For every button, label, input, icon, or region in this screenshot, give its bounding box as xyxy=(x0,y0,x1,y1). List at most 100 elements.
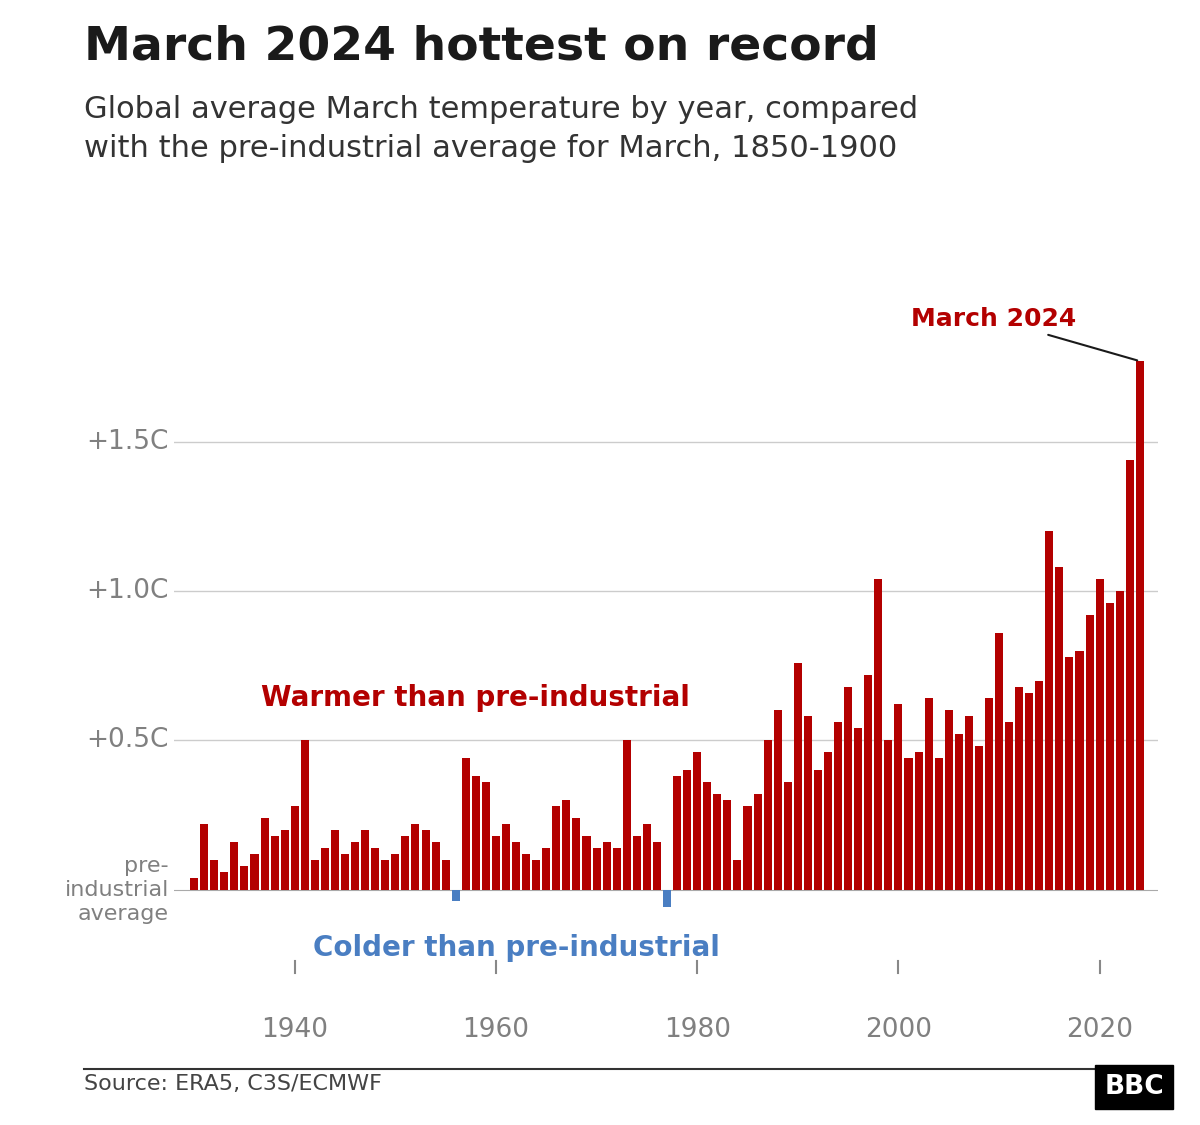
Bar xyxy=(924,699,932,890)
Bar xyxy=(451,890,460,901)
Bar xyxy=(1006,722,1013,890)
Bar xyxy=(854,728,862,890)
Bar xyxy=(955,735,962,890)
Bar xyxy=(1126,460,1134,890)
Text: March 2024 hottest on record: March 2024 hottest on record xyxy=(84,25,878,70)
Bar xyxy=(623,740,631,890)
Bar xyxy=(602,842,611,890)
Bar xyxy=(643,824,650,890)
Text: +1.0C: +1.0C xyxy=(86,578,169,604)
Text: March 2024: March 2024 xyxy=(911,307,1138,360)
Bar xyxy=(683,771,691,890)
Bar xyxy=(361,830,370,890)
Bar xyxy=(190,878,198,890)
Text: Colder than pre-industrial: Colder than pre-industrial xyxy=(313,934,720,962)
Bar xyxy=(653,842,661,890)
Bar xyxy=(502,824,510,890)
Bar xyxy=(572,818,581,890)
Bar xyxy=(694,753,701,890)
Bar xyxy=(492,836,500,890)
Bar xyxy=(834,722,842,890)
Text: Source: ERA5, C3S/ECMWF: Source: ERA5, C3S/ECMWF xyxy=(84,1074,382,1095)
Bar xyxy=(1086,615,1093,890)
Bar xyxy=(311,860,319,890)
Bar xyxy=(1116,591,1123,890)
Bar xyxy=(995,632,1003,890)
Bar xyxy=(200,824,209,890)
Bar xyxy=(552,806,560,890)
Bar xyxy=(1045,531,1054,890)
Bar xyxy=(613,848,620,890)
Bar xyxy=(341,854,349,890)
Bar xyxy=(864,675,872,890)
Text: +1.5C: +1.5C xyxy=(86,429,169,454)
Bar xyxy=(985,699,992,890)
Bar xyxy=(382,860,389,890)
Bar xyxy=(894,704,902,890)
Bar xyxy=(582,836,590,890)
Bar xyxy=(391,854,400,890)
Bar xyxy=(804,717,812,890)
Bar xyxy=(774,710,781,890)
Bar xyxy=(713,794,721,890)
Bar xyxy=(281,830,289,890)
Bar xyxy=(662,890,671,908)
Bar xyxy=(814,771,822,890)
Bar xyxy=(331,830,340,890)
Bar xyxy=(884,740,893,890)
Bar xyxy=(290,806,299,890)
Bar xyxy=(733,860,742,890)
Bar xyxy=(1096,579,1104,890)
Bar xyxy=(512,842,520,890)
Text: pre-
industrial
average: pre- industrial average xyxy=(65,855,169,924)
Bar xyxy=(673,776,682,890)
Bar xyxy=(240,865,248,890)
Bar xyxy=(482,782,490,890)
Bar xyxy=(522,854,530,890)
Bar xyxy=(563,800,570,890)
Bar xyxy=(632,836,641,890)
Bar xyxy=(724,800,731,890)
Bar xyxy=(1066,657,1074,890)
Bar xyxy=(210,860,218,890)
Bar xyxy=(844,686,852,890)
Bar xyxy=(1136,361,1144,890)
Bar xyxy=(944,710,953,890)
Bar xyxy=(371,848,379,890)
Bar xyxy=(251,854,258,890)
Bar xyxy=(875,579,882,890)
Bar xyxy=(352,842,359,890)
Bar xyxy=(965,717,973,890)
Bar xyxy=(442,860,450,890)
Bar xyxy=(421,830,430,890)
Bar xyxy=(472,776,480,890)
Bar xyxy=(905,758,912,890)
Text: Global average March temperature by year, compared
with the pre-industrial avera: Global average March temperature by year… xyxy=(84,94,918,163)
Text: +0.5C: +0.5C xyxy=(86,727,169,754)
Bar xyxy=(401,836,409,890)
Bar xyxy=(1036,681,1043,890)
Bar xyxy=(824,753,832,890)
Bar xyxy=(432,842,439,890)
Bar xyxy=(754,794,762,890)
Bar xyxy=(974,746,983,890)
Bar xyxy=(593,848,601,890)
Bar xyxy=(1105,603,1114,890)
Bar xyxy=(744,806,751,890)
Bar xyxy=(935,758,943,890)
Bar xyxy=(1025,693,1033,890)
Bar xyxy=(914,753,923,890)
Bar xyxy=(1075,650,1084,890)
Bar xyxy=(221,872,228,890)
Text: Warmer than pre-industrial: Warmer than pre-industrial xyxy=(262,684,690,712)
Bar xyxy=(270,836,278,890)
Bar xyxy=(784,782,792,890)
Bar xyxy=(301,740,308,890)
Bar xyxy=(1015,686,1024,890)
Bar xyxy=(260,818,269,890)
Bar xyxy=(532,860,540,890)
Bar xyxy=(320,848,329,890)
Bar xyxy=(703,782,712,890)
Bar xyxy=(230,842,239,890)
Bar xyxy=(1055,567,1063,890)
